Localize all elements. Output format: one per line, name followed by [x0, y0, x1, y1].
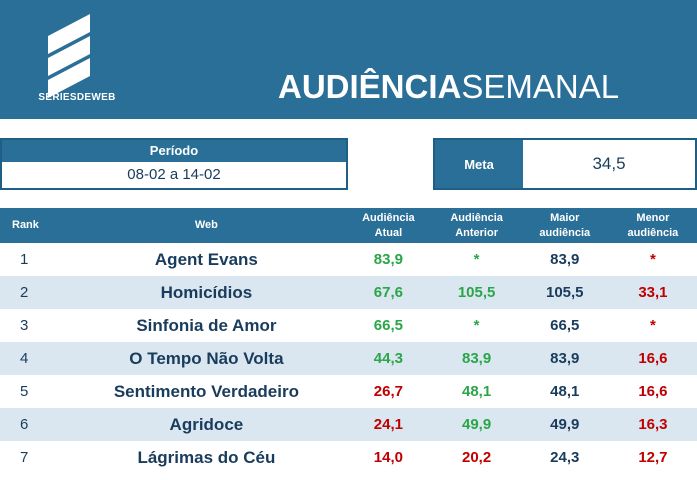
meta-label: Meta — [435, 140, 523, 188]
cell-anterior: 83,9 — [462, 350, 492, 367]
col-rank: Rank — [12, 219, 39, 231]
cell-menor: 16,6 — [638, 383, 668, 400]
table-row: 3 Sinfonia de Amor 66,5 * 66,5 * — [0, 309, 697, 342]
col-audiencia-atual: Audiência Atual — [362, 211, 415, 239]
meta-value: 34,5 — [592, 154, 626, 173]
cell-menor: * — [649, 317, 656, 334]
col-menor-audiencia: Menor audiência — [627, 211, 679, 239]
cell-rank: 3 — [20, 317, 29, 334]
title-light: SEMANAL — [461, 68, 620, 105]
cell-rank: 1 — [20, 251, 29, 268]
header-banner: SÉRIESDEWEB AUDIÊNCIASEMANAL — [0, 0, 697, 119]
table-row: 7 Lágrimas do Céu 14,0 20,2 24,3 12,7 — [0, 441, 697, 474]
cell-web: Sentimento Verdadeiro — [113, 381, 299, 401]
page-title: AUDIÊNCIASEMANAL — [278, 68, 619, 106]
cell-menor: 12,7 — [638, 449, 668, 466]
cell-atual: 67,6 — [373, 284, 403, 301]
cell-web: O Tempo Não Volta — [129, 348, 284, 368]
cell-atual: 24,1 — [373, 416, 403, 433]
period-label: Período — [2, 140, 346, 162]
cell-menor: 33,1 — [638, 284, 668, 301]
col-web: Web — [194, 219, 218, 231]
cell-atual: 14,0 — [373, 449, 403, 466]
title-bold: AUDIÊNCIA — [278, 68, 462, 105]
table-row: 5 Sentimento Verdadeiro 26,7 48,1 48,1 1… — [0, 375, 697, 408]
cell-atual: 66,5 — [373, 317, 403, 334]
cell-anterior: 48,1 — [462, 383, 492, 400]
cell-menor: 16,6 — [638, 350, 668, 367]
logo-text: SÉRIESDEWEB — [38, 92, 116, 103]
cell-web: Agridoce — [169, 414, 244, 434]
cell-maior: 83,9 — [550, 251, 580, 268]
cell-maior: 105,5 — [545, 284, 584, 301]
series-de-web-logo-icon — [48, 14, 90, 98]
cell-menor: * — [649, 251, 656, 268]
cell-anterior: 105,5 — [457, 284, 496, 301]
table-header-row: Rank Web Audiência Atual Audiência Anterio… — [0, 208, 697, 243]
cell-anterior: * — [473, 317, 480, 334]
cell-atual: 26,7 — [373, 383, 403, 400]
period-value: 08-02 a 14-02 — [127, 166, 221, 183]
cell-rank: 6 — [20, 416, 29, 433]
meta-box: Meta 34,5 — [433, 138, 697, 190]
ratings-table: Rank Web Audiência Atual Audiência Anterio… — [0, 208, 697, 474]
cell-rank: 7 — [20, 449, 29, 466]
cell-rank: 5 — [20, 383, 29, 400]
cell-web: Sinfonia de Amor — [136, 315, 277, 335]
cell-web: Lágrimas do Céu — [137, 447, 276, 467]
cell-anterior: 20,2 — [462, 449, 492, 466]
cell-rank: 4 — [20, 350, 29, 367]
table-row: 6 Agridoce 24,1 49,9 49,9 16,3 — [0, 408, 697, 441]
cell-rank: 2 — [20, 284, 29, 301]
table-row: 2 Homicídios 67,6 105,5 105,5 33,1 — [0, 276, 697, 309]
col-maior-audiencia: Maior audiência — [539, 211, 591, 239]
cell-web: Agent Evans — [154, 249, 258, 269]
cell-web: Homicídios — [160, 282, 253, 302]
period-box: Período 08-02 a 14-02 — [0, 138, 348, 190]
cell-anterior: * — [473, 251, 480, 268]
cell-anterior: 49,9 — [462, 416, 492, 433]
cell-maior: 48,1 — [550, 383, 580, 400]
cell-maior: 24,3 — [550, 449, 580, 466]
cell-maior: 83,9 — [550, 350, 580, 367]
col-audiencia-anterior: Audiência Anterior — [450, 211, 503, 239]
table-row: 4 O Tempo Não Volta 44,3 83,9 83,9 16,6 — [0, 342, 697, 375]
cell-maior: 66,5 — [550, 317, 580, 334]
cell-atual: 44,3 — [373, 350, 403, 367]
cell-menor: 16,3 — [638, 416, 668, 433]
cell-atual: 83,9 — [373, 251, 403, 268]
table-row: 1 Agent Evans 83,9 * 83,9 * — [0, 243, 697, 276]
cell-maior: 49,9 — [550, 416, 580, 433]
